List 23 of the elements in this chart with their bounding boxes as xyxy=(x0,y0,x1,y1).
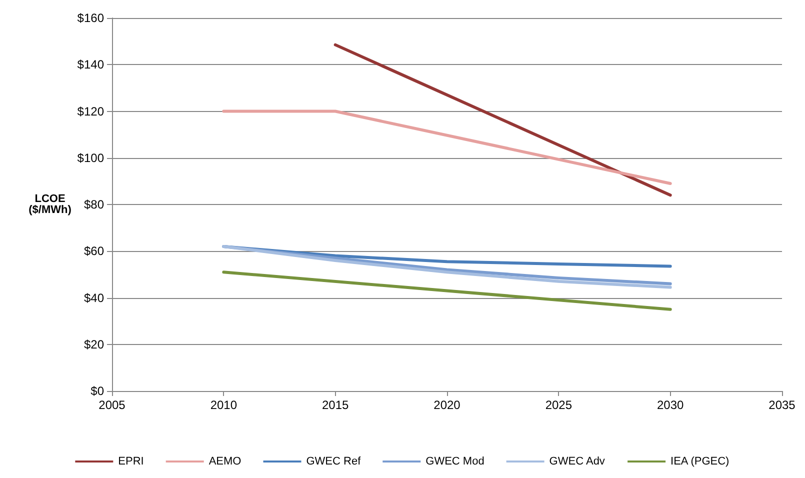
legend-label: GWEC Ref xyxy=(306,456,362,468)
x-tick-label: 2005 xyxy=(98,398,126,412)
x-tick-label: 2025 xyxy=(545,398,572,412)
legend-label: GWEC Mod xyxy=(426,456,484,468)
x-tick-label: 2010 xyxy=(210,398,238,412)
x-tick-label: 2030 xyxy=(656,398,684,412)
y-tick-label: $60 xyxy=(84,244,104,258)
y-tick-label: $160 xyxy=(77,11,104,25)
y-tick-label: $20 xyxy=(84,337,104,352)
y-tick-label: $0 xyxy=(90,384,104,398)
x-tick-label: 2035 xyxy=(768,398,796,412)
y-tick-label: $140 xyxy=(77,58,104,72)
x-tick-label: 2020 xyxy=(434,398,461,412)
y-tick-label: $80 xyxy=(84,198,104,212)
legend-label: AEMO xyxy=(208,456,242,468)
legend-label: IEA (PGEC) xyxy=(670,456,730,468)
legend-label: GWEC Adv xyxy=(549,456,606,468)
y-axis-title: LCOE ($/MWh) xyxy=(28,193,72,216)
x-tick-label: 2015 xyxy=(322,398,350,412)
y-tick-label: $100 xyxy=(77,150,104,165)
legend-label: EPRI xyxy=(118,456,144,468)
y-tick-label: $40 xyxy=(84,290,104,305)
y-tick-label: $120 xyxy=(77,104,104,118)
